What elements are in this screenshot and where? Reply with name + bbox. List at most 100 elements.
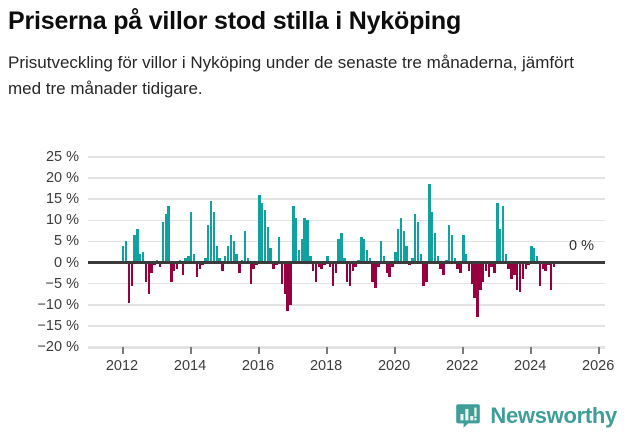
bar	[340, 233, 343, 263]
y-axis-tick-label: 10 %	[45, 212, 79, 229]
bar	[297, 249, 301, 263]
bar	[399, 218, 403, 263]
bar	[249, 262, 252, 284]
x-axis-tick	[122, 347, 124, 354]
bar	[544, 262, 547, 271]
bar	[292, 205, 295, 263]
bar	[124, 241, 128, 263]
bar	[360, 237, 363, 263]
bar	[416, 222, 420, 263]
y-axis-tick-label: 5 %	[54, 233, 79, 250]
bar	[487, 262, 491, 278]
bar	[405, 245, 408, 263]
bar	[473, 262, 476, 299]
bar	[161, 222, 165, 263]
bar	[538, 262, 542, 286]
bar	[419, 254, 423, 263]
bar	[187, 256, 190, 263]
bar	[209, 201, 213, 263]
bar	[462, 235, 465, 263]
bar	[345, 262, 349, 282]
bar	[195, 262, 199, 278]
bar	[541, 262, 544, 269]
bar	[484, 262, 488, 271]
bar	[365, 249, 369, 263]
bar	[139, 254, 142, 263]
bar	[382, 256, 386, 263]
bar	[286, 262, 289, 312]
bar	[343, 258, 346, 263]
bar	[303, 218, 306, 263]
y-axis-tick-label: 0 %	[54, 254, 79, 271]
bar	[385, 262, 389, 274]
bar	[269, 247, 272, 263]
gridline: −15 %	[37, 319, 605, 333]
bar	[122, 245, 125, 263]
y-axis-tick-label: −5 %	[45, 275, 79, 292]
gridline: −10 %	[37, 298, 605, 312]
bar	[351, 262, 355, 271]
bar	[280, 262, 284, 284]
bar-chart-speech-bubble-icon	[455, 403, 481, 429]
bar	[377, 262, 380, 267]
bar	[422, 262, 425, 286]
bar	[283, 262, 286, 295]
bar	[430, 211, 434, 263]
bar	[158, 262, 162, 267]
bar	[192, 254, 196, 263]
bar	[467, 262, 471, 271]
x-axis-tick	[326, 347, 328, 354]
bar	[402, 230, 406, 263]
zero-annotation: 0 %	[569, 237, 594, 254]
x-axis-tick-label: 2026	[582, 358, 615, 374]
bar	[181, 262, 184, 276]
gridline: 20 %	[46, 171, 605, 185]
bar	[362, 239, 366, 263]
bar	[453, 258, 457, 263]
bar	[368, 258, 372, 263]
x-axis-tick-label: 2014	[173, 358, 207, 374]
bar	[535, 256, 539, 263]
bar	[513, 262, 516, 276]
bar	[173, 262, 176, 271]
bar	[306, 220, 309, 263]
x-axis-tick-label: 2018	[309, 358, 343, 374]
brand-name: Newsworthy	[490, 403, 617, 428]
bar	[388, 262, 391, 278]
x-axis-tick-label: 2022	[446, 358, 479, 374]
bar	[246, 258, 250, 263]
x-axis-tick-label: 2020	[377, 358, 411, 374]
bar	[348, 262, 352, 286]
bar	[190, 211, 193, 263]
bar	[524, 262, 527, 269]
gridline: −5 %	[46, 276, 605, 290]
bar	[354, 262, 357, 267]
x-axis-tick	[394, 347, 396, 354]
y-axis-tick-label: 25 %	[45, 148, 79, 165]
x-axis-tick	[462, 347, 464, 354]
bar	[518, 262, 522, 293]
bar	[479, 262, 482, 290]
y-axis-tick-label: 20 %	[45, 169, 79, 186]
bar	[521, 262, 525, 280]
bar	[326, 256, 329, 263]
bar	[167, 205, 170, 263]
bar	[147, 262, 150, 295]
bar	[411, 258, 414, 263]
bar	[314, 262, 318, 282]
bar	[263, 209, 267, 263]
bar	[507, 262, 510, 269]
bar	[371, 262, 374, 282]
x-axis-tick-label: 2016	[241, 358, 275, 374]
bar	[433, 233, 437, 263]
bar	[413, 214, 417, 263]
bar	[221, 262, 224, 271]
chart-container: 25 % 20 % 15 % 10 % 5 % 0 % −5 % −10 % −15 % −20 …	[0, 148, 631, 393]
bar	[470, 262, 474, 284]
bar	[439, 262, 442, 269]
bar	[550, 262, 553, 290]
bar	[258, 195, 261, 263]
bar	[127, 262, 131, 303]
bar	[450, 235, 454, 263]
bar	[252, 262, 255, 269]
